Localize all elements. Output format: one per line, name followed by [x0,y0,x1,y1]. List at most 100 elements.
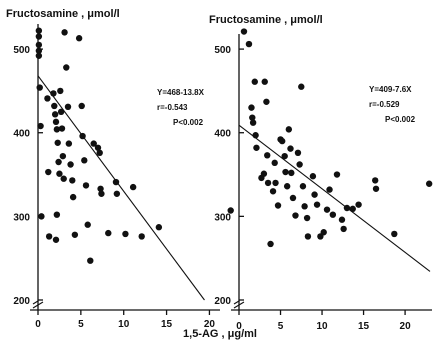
left-annotation-line: r=-0.543 [157,103,188,112]
right-data-point [281,152,288,160]
left-data-point [35,47,43,54]
left-data-point [52,236,60,243]
left-data-point [129,183,137,191]
right-x-tick-label: 20 [400,321,412,332]
right-data-point [329,211,337,218]
right-data-point [240,28,248,35]
right-data-point [289,194,297,202]
right-y-ticks: 200 300 400 500 [214,45,244,307]
right-data-point [260,170,268,177]
left-data-point [61,29,68,36]
left-data-point [51,111,59,118]
left-data-point [35,41,43,49]
right-data-point [267,240,274,248]
right-y-tick-label: 200 [214,296,231,307]
right-data-point [248,104,255,111]
left-data-point [81,157,88,164]
left-y-axis-label: Fructosamine , μmol/l [6,8,120,20]
left-data-point [44,95,51,102]
left-annotation-line: P<0.002 [173,118,204,127]
right-x-tick-label: 0 [236,321,242,332]
left-data-point [84,221,91,228]
right-data-point [261,78,268,85]
right-data-point [425,180,433,187]
right-axis-break-mark [233,300,245,309]
left-data-point [60,175,67,182]
left-data-point [97,185,104,192]
right-data-point [271,159,278,167]
left-data-point [38,213,45,220]
right-data-point [278,137,286,145]
left-data-point [64,103,72,111]
right-scatter-panel: Fructosamine , μmol/l 0 5 10 15 20 200 300 400… [209,14,433,332]
right-data-points [227,28,433,248]
right-data-point [333,171,341,178]
right-data-point [326,186,333,193]
left-y-tick-label: 300 [13,212,30,223]
x-axis-label: 1,5-AG , μg/ml [183,328,257,340]
left-x-tick-label: 15 [161,319,173,330]
right-annotation-line: r=-0.529 [369,100,400,109]
left-data-point [45,233,53,240]
right-y-axis-label: Fructosamine , μmol/l [209,14,323,26]
left-data-point [57,108,65,116]
left-regression-line-path [37,75,205,301]
left-regression-annotation: Y=468-13.8X r=-0.543 P<0.002 [157,88,205,127]
right-data-point [391,230,398,238]
right-data-point [283,183,291,190]
right-y-tick-label: 400 [214,129,231,140]
left-data-point [35,33,43,40]
right-data-point [298,83,305,90]
right-data-point [249,119,257,126]
right-x-tick-label: 15 [358,321,370,332]
right-data-point [309,173,317,180]
left-data-point [90,140,97,147]
right-data-point [340,225,347,233]
left-x-tick-label: 10 [118,319,130,330]
left-x-tick-label: 0 [35,319,41,330]
left-data-point [94,144,102,151]
right-x-ticks: 0 5 10 15 20 [236,310,411,332]
right-data-point [264,179,272,187]
left-data-point [54,139,61,146]
right-data-point [338,216,346,223]
left-data-point [63,64,70,71]
left-x-tick-label: 20 [204,319,216,330]
right-data-point [372,185,380,192]
left-regression-line [37,75,205,301]
right-y-tick-label: 500 [214,45,231,56]
left-data-point [67,161,74,168]
left-data-point [96,149,103,156]
left-data-point [113,190,121,197]
left-scatter-panel: Fructosamine , μmol/l 0 5 10 15 20 200 300 400… [6,8,220,330]
right-data-point [264,152,271,159]
right-y-tick-label: 300 [214,212,231,223]
left-data-point [53,211,61,218]
left-data-point [78,102,85,110]
left-data-point [82,182,90,189]
left-data-point [98,190,105,197]
left-data-point [87,257,94,264]
right-data-point [249,114,256,121]
left-data-point [36,84,43,91]
right-data-point [282,168,289,176]
left-data-point [37,122,44,130]
right-data-point [263,98,270,105]
right-data-point [288,169,295,177]
left-data-point [45,168,52,176]
right-data-point [371,177,379,184]
right-data-point [355,201,362,208]
right-data-point [274,202,282,209]
left-data-point [57,87,64,95]
right-x-tick-label: 10 [316,321,328,332]
right-data-point [253,144,260,151]
right-data-point [323,206,331,213]
left-annotation-line: Y=468-13.8X [157,88,205,97]
right-data-point [292,212,299,219]
right-data-point [287,145,294,152]
right-data-point [251,78,258,85]
left-data-point [59,152,67,160]
right-data-point [311,191,318,198]
right-data-point [294,149,302,156]
